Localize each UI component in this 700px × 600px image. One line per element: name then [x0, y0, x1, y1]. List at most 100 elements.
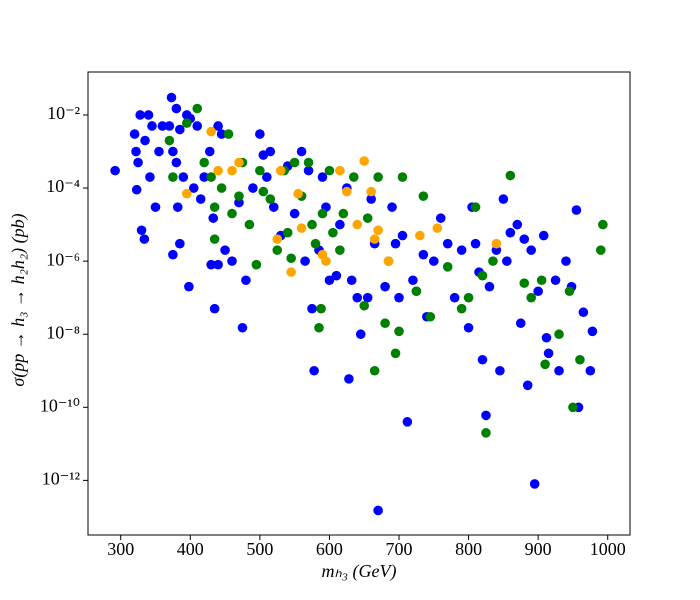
point: [348, 172, 359, 182]
point: [296, 223, 307, 233]
point: [536, 275, 547, 286]
point: [456, 245, 467, 255]
point: [538, 230, 549, 241]
point: [402, 417, 413, 427]
point: [199, 157, 209, 168]
point: [272, 245, 283, 255]
x-tick-label: 600: [316, 539, 343, 559]
point: [432, 223, 443, 233]
point: [541, 332, 552, 343]
point: [449, 292, 460, 303]
point: [373, 172, 383, 182]
point: [310, 238, 321, 249]
x-tick-label: 500: [246, 539, 273, 559]
point: [598, 219, 608, 230]
point: [133, 157, 143, 168]
point: [529, 479, 540, 489]
point: [366, 194, 376, 204]
x-tick-label: 800: [455, 539, 482, 559]
point: [110, 165, 120, 176]
point: [390, 348, 401, 359]
point: [585, 365, 596, 376]
point: [282, 227, 293, 238]
point: [255, 165, 265, 176]
y-tick-label: 10⁻⁸: [46, 322, 80, 342]
point: [166, 92, 177, 103]
point: [519, 234, 530, 244]
y-tick-label: 10⁻¹²: [42, 469, 80, 489]
point: [181, 110, 192, 120]
point: [456, 303, 467, 314]
point: [362, 292, 373, 303]
x-tick-label: 900: [525, 539, 552, 559]
point: [442, 238, 453, 249]
x-tick-label: 700: [386, 539, 413, 559]
point: [272, 234, 283, 244]
point: [415, 230, 425, 241]
point: [300, 256, 310, 266]
y-tick-label: 10⁻⁶: [46, 249, 80, 269]
point: [209, 303, 220, 314]
point: [491, 238, 502, 249]
point: [380, 318, 390, 329]
point: [397, 230, 408, 241]
point: [519, 278, 530, 288]
point: [342, 186, 352, 197]
point: [328, 227, 338, 238]
point: [575, 354, 585, 365]
point: [418, 249, 429, 260]
point: [206, 172, 216, 182]
point: [397, 172, 408, 182]
point: [346, 275, 357, 286]
point: [199, 172, 209, 182]
point: [178, 172, 189, 182]
point: [394, 292, 404, 303]
point: [303, 157, 314, 168]
point: [477, 270, 488, 281]
point: [195, 194, 206, 204]
point: [168, 172, 178, 182]
point: [265, 194, 276, 204]
point: [192, 121, 203, 131]
plot-frame: [87, 71, 631, 536]
point: [470, 202, 481, 212]
point: [216, 183, 227, 193]
x-tick-label: 400: [177, 539, 204, 559]
point: [595, 245, 606, 255]
point: [317, 208, 328, 219]
point: [540, 359, 550, 370]
point: [481, 410, 491, 421]
point: [522, 380, 533, 391]
point: [359, 300, 370, 311]
point: [554, 365, 564, 376]
point: [561, 256, 571, 266]
point: [564, 286, 575, 297]
point: [418, 191, 429, 201]
point: [543, 348, 554, 359]
point: [234, 191, 244, 201]
point: [587, 326, 598, 337]
point: [213, 165, 223, 176]
point: [373, 225, 383, 236]
point: [344, 374, 354, 384]
point: [324, 275, 335, 286]
point: [168, 249, 178, 260]
point: [533, 286, 543, 297]
point: [380, 281, 390, 292]
point: [394, 326, 404, 337]
point: [131, 146, 141, 157]
point: [175, 124, 185, 135]
point: [425, 311, 436, 322]
point: [352, 219, 363, 230]
point: [172, 202, 183, 212]
point: [387, 202, 397, 212]
point: [390, 238, 401, 249]
point: [554, 329, 564, 340]
point: [147, 121, 157, 131]
point: [435, 213, 446, 223]
point: [154, 146, 164, 157]
x-tick-label: 300: [107, 539, 134, 559]
point: [355, 329, 366, 340]
point: [495, 365, 505, 376]
